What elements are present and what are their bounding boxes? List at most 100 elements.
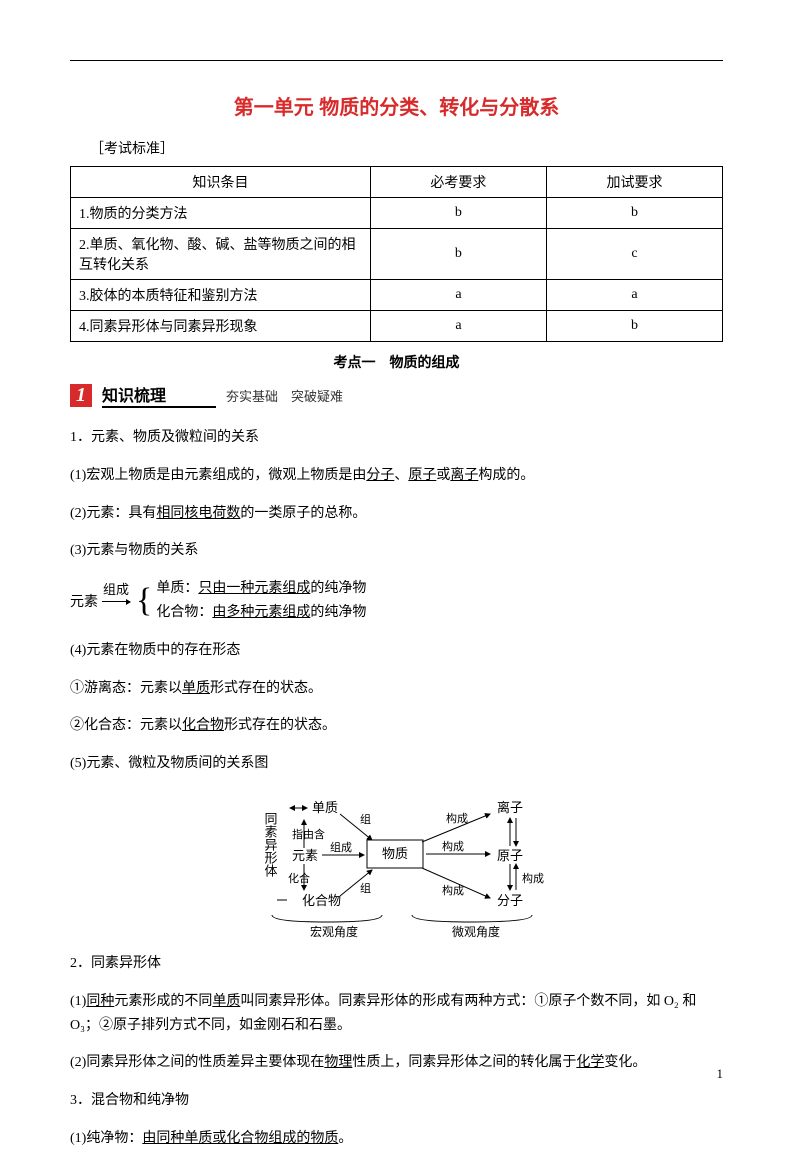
table-row: 3.胶体的本质特征和鉴别方法 a a (71, 280, 723, 311)
brace-line-2: 化合物：由多种元素组成的纯净物 (156, 601, 366, 625)
underline: 同种 (86, 994, 114, 1009)
section-subtitle: 夯实基础 突破疑难 (226, 386, 343, 405)
svg-text:物质: 物质 (381, 846, 407, 861)
underline: 分子 (366, 468, 394, 483)
top-rule (70, 60, 723, 61)
th-extra: 加试要求 (546, 167, 722, 198)
text: 、 (394, 468, 408, 483)
table-row: 1.物质的分类方法 b b (71, 198, 723, 229)
knowledge-review-bar: 1 知识梳理 夯实基础 突破疑难 (70, 382, 723, 408)
curly-brace: { (136, 584, 152, 618)
exam-standard-label: ［考试标准］ (90, 138, 723, 158)
cell-ext: b (546, 311, 722, 342)
th-topic: 知识条目 (71, 167, 371, 198)
svg-text:组: 组 (360, 881, 371, 895)
page: 第一单元 物质的分类、转化与分散系 ［考试标准］ 知识条目 必考要求 加试要求 … (0, 0, 793, 1122)
text: 变化。 (604, 1055, 646, 1070)
heading-3: 3．混合物和纯净物 (70, 1089, 723, 1113)
cell-req: a (370, 311, 546, 342)
text: ②化合态：元素以 (70, 718, 182, 733)
th-required: 必考要求 (370, 167, 546, 198)
cell-topic: 3.胶体的本质特征和鉴别方法 (71, 280, 371, 311)
underline: 单质 (212, 994, 240, 1009)
svg-text:元素: 元素 (292, 848, 318, 863)
para-1-4-2: ②化合态：元素以化合物形式存在的状态。 (70, 714, 723, 738)
arrow-line (102, 601, 130, 602)
section-number-box: 1 (70, 384, 92, 407)
svg-text:分子: 分子 (497, 893, 523, 908)
brace-line-1: 单质：只由一种元素组成的纯净物 (156, 577, 366, 601)
unit-title: 第一单元 物质的分类、转化与分散系 (70, 91, 723, 120)
compose-arrow: 组成 (102, 593, 130, 608)
diagram-svg: 物质 同素异形体 单质 组 指由含 元素 组成 化合 化合物 组 (232, 790, 562, 940)
table-row: 2.单质、氧化物、酸、碱、盐等物质之间的相互转化关系 b c (71, 229, 723, 280)
text: (1) (70, 994, 86, 1009)
brace-diagram: 元素 组成 { 单质：只由一种元素组成的纯净物 化合物：由多种元素组成的纯净物 (70, 577, 723, 625)
para-1-5: (5)元素、微粒及物质间的关系图 (70, 752, 723, 776)
cell-topic: 4.同素异形体与同素异形现象 (71, 311, 371, 342)
svg-text:组: 组 (360, 812, 371, 826)
relationship-diagram: 物质 同素异形体 单质 组 指由含 元素 组成 化合 化合物 组 (70, 790, 723, 940)
text: 。 (338, 1131, 352, 1146)
page-number: 1 (717, 1066, 724, 1082)
text: 或 (436, 468, 450, 483)
para-1-3: (3)元素与物质的关系 (70, 539, 723, 563)
text: 性质上，同素异形体之间的转化属于 (352, 1055, 576, 1070)
brace-items: 单质：只由一种元素组成的纯净物 化合物：由多种元素组成的纯净物 (156, 577, 366, 625)
underline: 单质 (182, 681, 210, 696)
svg-text:构成: 构成 (442, 839, 464, 853)
cell-ext: c (546, 229, 722, 280)
standards-table: 知识条目 必考要求 加试要求 1.物质的分类方法 b b 2.单质、氧化物、酸、… (70, 166, 723, 342)
svg-text:构成: 构成 (446, 811, 468, 825)
text: 元素形成的不同 (114, 994, 212, 1009)
underline: 化学 (576, 1055, 604, 1070)
text: 形式存在的状态。 (210, 681, 322, 696)
underline: 物理 (324, 1055, 352, 1070)
underline: 化合物 (182, 718, 224, 733)
heading-2: 2．同素异形体 (70, 952, 723, 976)
table-row: 4.同素异形体与同素异形现象 a b (71, 311, 723, 342)
svg-text:组成: 组成 (330, 840, 352, 854)
cell-ext: a (546, 280, 722, 311)
svg-text:宏观角度: 宏观角度 (310, 924, 358, 939)
svg-text:同素异形体: 同素异形体 (262, 812, 277, 877)
text: 的一类原子的总称。 (240, 506, 366, 521)
para-1-2: (2)元素：具有相同核电荷数的一类原子的总称。 (70, 502, 723, 526)
cell-topic: 2.单质、氧化物、酸、碱、盐等物质之间的相互转化关系 (71, 229, 371, 280)
svg-text:构成: 构成 (442, 883, 464, 897)
para-2-1: (1)同种元素形成的不同单质叫同素异形体。同素异形体的形成有两种方式：①原子个数… (70, 990, 723, 1038)
table-header-row: 知识条目 必考要求 加试要求 (71, 167, 723, 198)
svg-text:化合: 化合 (288, 871, 310, 885)
text: (2)元素：具有 (70, 506, 156, 521)
underline: 相同核电荷数 (156, 506, 240, 521)
cell-ext: b (546, 198, 722, 229)
text: (1)宏观上物质是由元素组成的，微观上物质是由 (70, 468, 366, 483)
svg-text:原子: 原子 (497, 848, 523, 863)
para-1-4-1: ①游离态：元素以单质形式存在的状态。 (70, 677, 723, 701)
svg-text:单质: 单质 (312, 800, 338, 815)
text: 化合物： (156, 605, 212, 620)
svg-text:指由含: 指由含 (292, 827, 325, 841)
svg-text:微观角度: 微观角度 (452, 924, 500, 939)
text: 的纯净物 (310, 581, 366, 596)
heading-1: 1．元素、物质及微粒间的关系 (70, 426, 723, 450)
cell-req: b (370, 229, 546, 280)
underline: 只由一种元素组成 (198, 581, 310, 596)
text: 构成的。 (478, 468, 534, 483)
para-3-1: (1)纯净物：由同种单质或化合物组成的物质。 (70, 1127, 723, 1151)
underline: 原子 (408, 468, 436, 483)
cell-req: b (370, 198, 546, 229)
keypoint-heading: 考点一 物质的组成 (70, 352, 723, 372)
text: 的纯净物 (310, 605, 366, 620)
cell-req: a (370, 280, 546, 311)
brace-left-label: 元素 (70, 591, 98, 611)
text: (2)同素异形体之间的性质差异主要体现在 (70, 1055, 324, 1070)
para-1-4: (4)元素在物质中的存在形态 (70, 639, 723, 663)
text: ①游离态：元素以 (70, 681, 182, 696)
para-2-2: (2)同素异形体之间的性质差异主要体现在物理性质上，同素异形体之间的转化属于化学… (70, 1051, 723, 1075)
section-label: 知识梳理 (102, 382, 216, 408)
svg-text:化合物: 化合物 (302, 893, 341, 908)
para-1-1: (1)宏观上物质是由元素组成的，微观上物质是由分子、原子或离子构成的。 (70, 464, 723, 488)
underline: 由多种元素组成 (212, 605, 310, 620)
underline: 离子 (450, 468, 478, 483)
